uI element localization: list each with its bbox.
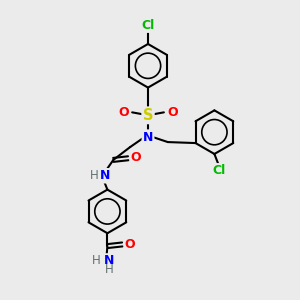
Text: N: N xyxy=(143,130,153,144)
Text: S: S xyxy=(143,108,153,123)
Text: N: N xyxy=(100,169,111,182)
Text: O: O xyxy=(125,238,136,250)
Text: H: H xyxy=(92,254,100,268)
Text: Cl: Cl xyxy=(141,19,154,32)
Text: N: N xyxy=(104,254,115,268)
Text: H: H xyxy=(90,169,98,182)
Text: O: O xyxy=(131,152,141,164)
Text: O: O xyxy=(118,106,129,119)
Text: O: O xyxy=(167,106,178,119)
Text: Cl: Cl xyxy=(213,164,226,177)
Text: H: H xyxy=(105,263,114,276)
